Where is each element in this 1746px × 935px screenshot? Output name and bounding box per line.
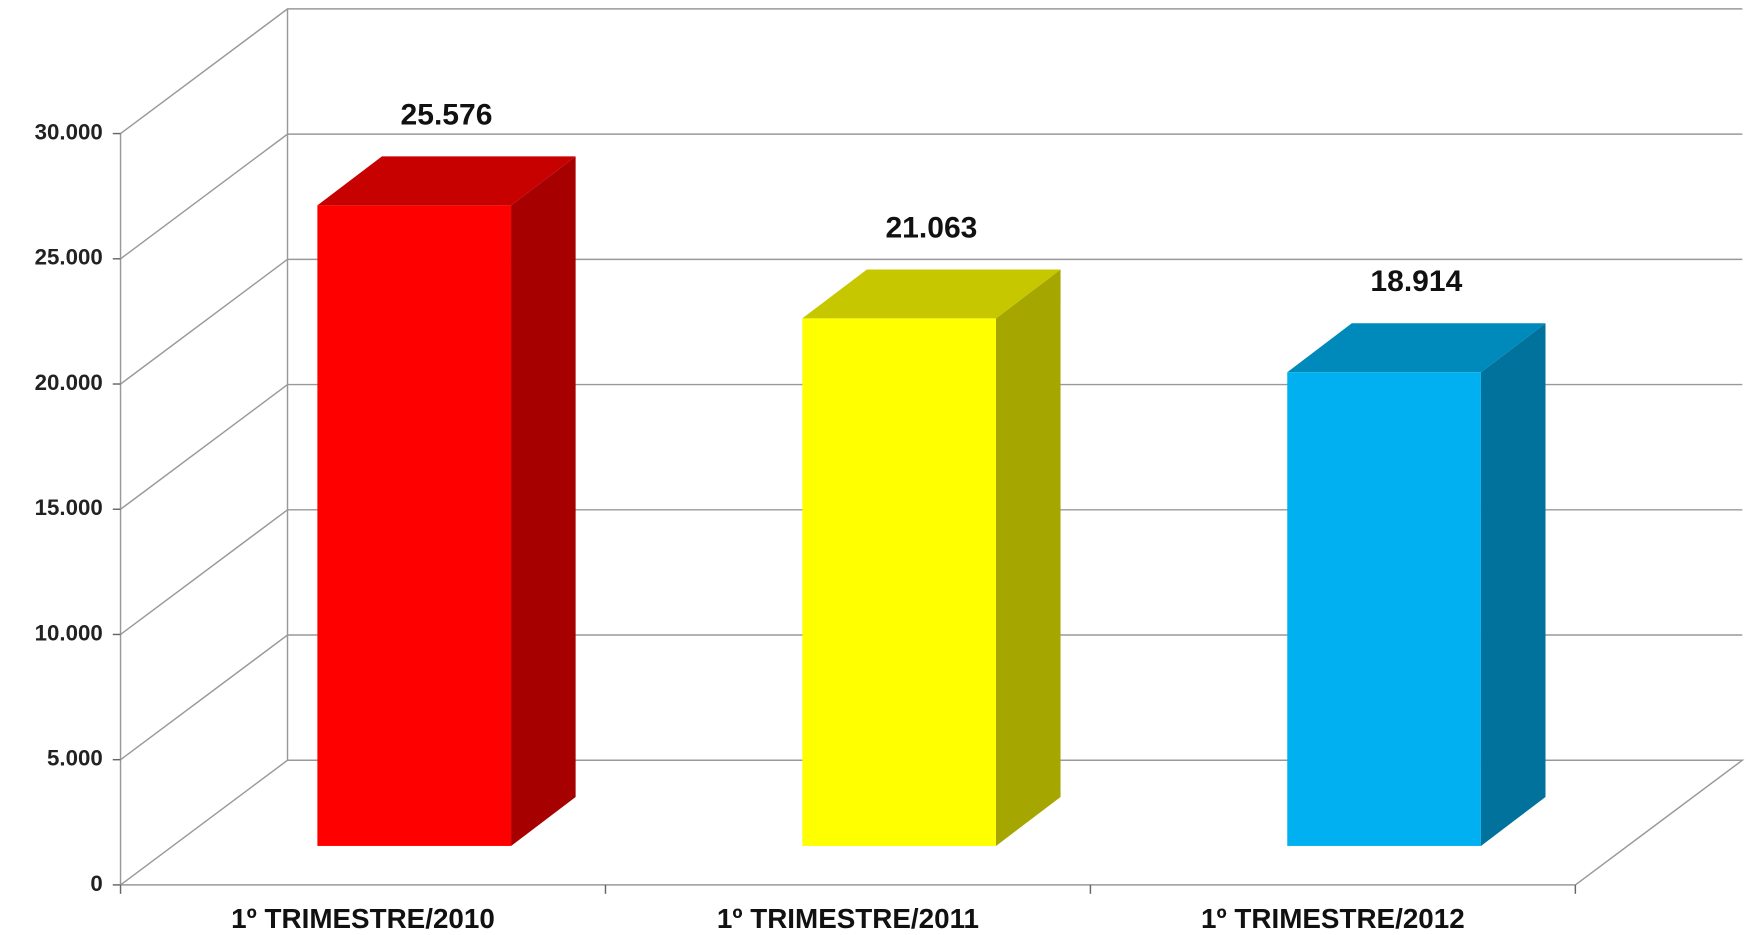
bar: [317, 205, 512, 846]
bar-top: [317, 156, 576, 206]
bar-side: [511, 156, 576, 846]
bar-top: [802, 269, 1061, 319]
y-tick-label: 0: [90, 871, 102, 896]
grid-line: [120, 8, 1743, 135]
bar-side: [1480, 323, 1546, 846]
grid-line: [120, 133, 1743, 260]
value-label: 21.063: [885, 211, 977, 244]
value-label: 25.576: [401, 98, 493, 131]
grid-line: [120, 509, 1743, 636]
bar-top: [1287, 323, 1546, 373]
x-tick-label: 1º TRIMESTRE/2012: [1201, 903, 1465, 934]
bar: [802, 318, 996, 846]
y-tick-label: 15.000: [35, 495, 103, 520]
grid-line: [120, 383, 1743, 510]
x-tick-label: 1º TRIMESTRE/2011: [717, 903, 979, 934]
y-tick-label: 10.000: [35, 620, 103, 645]
x-tick-label: 1º TRIMESTRE/2010: [231, 903, 495, 934]
y-tick-label: 5.000: [47, 746, 103, 771]
value-label: 18.914: [1370, 265, 1462, 298]
y-tick-label: 30.000: [35, 119, 103, 144]
grid-line: [120, 258, 1743, 385]
bar-side: [995, 269, 1061, 846]
y-tick-label: 25.000: [35, 245, 103, 270]
y-tick-label: 20.000: [35, 370, 103, 395]
grid-line: [120, 634, 1743, 761]
bar: [1287, 372, 1481, 846]
